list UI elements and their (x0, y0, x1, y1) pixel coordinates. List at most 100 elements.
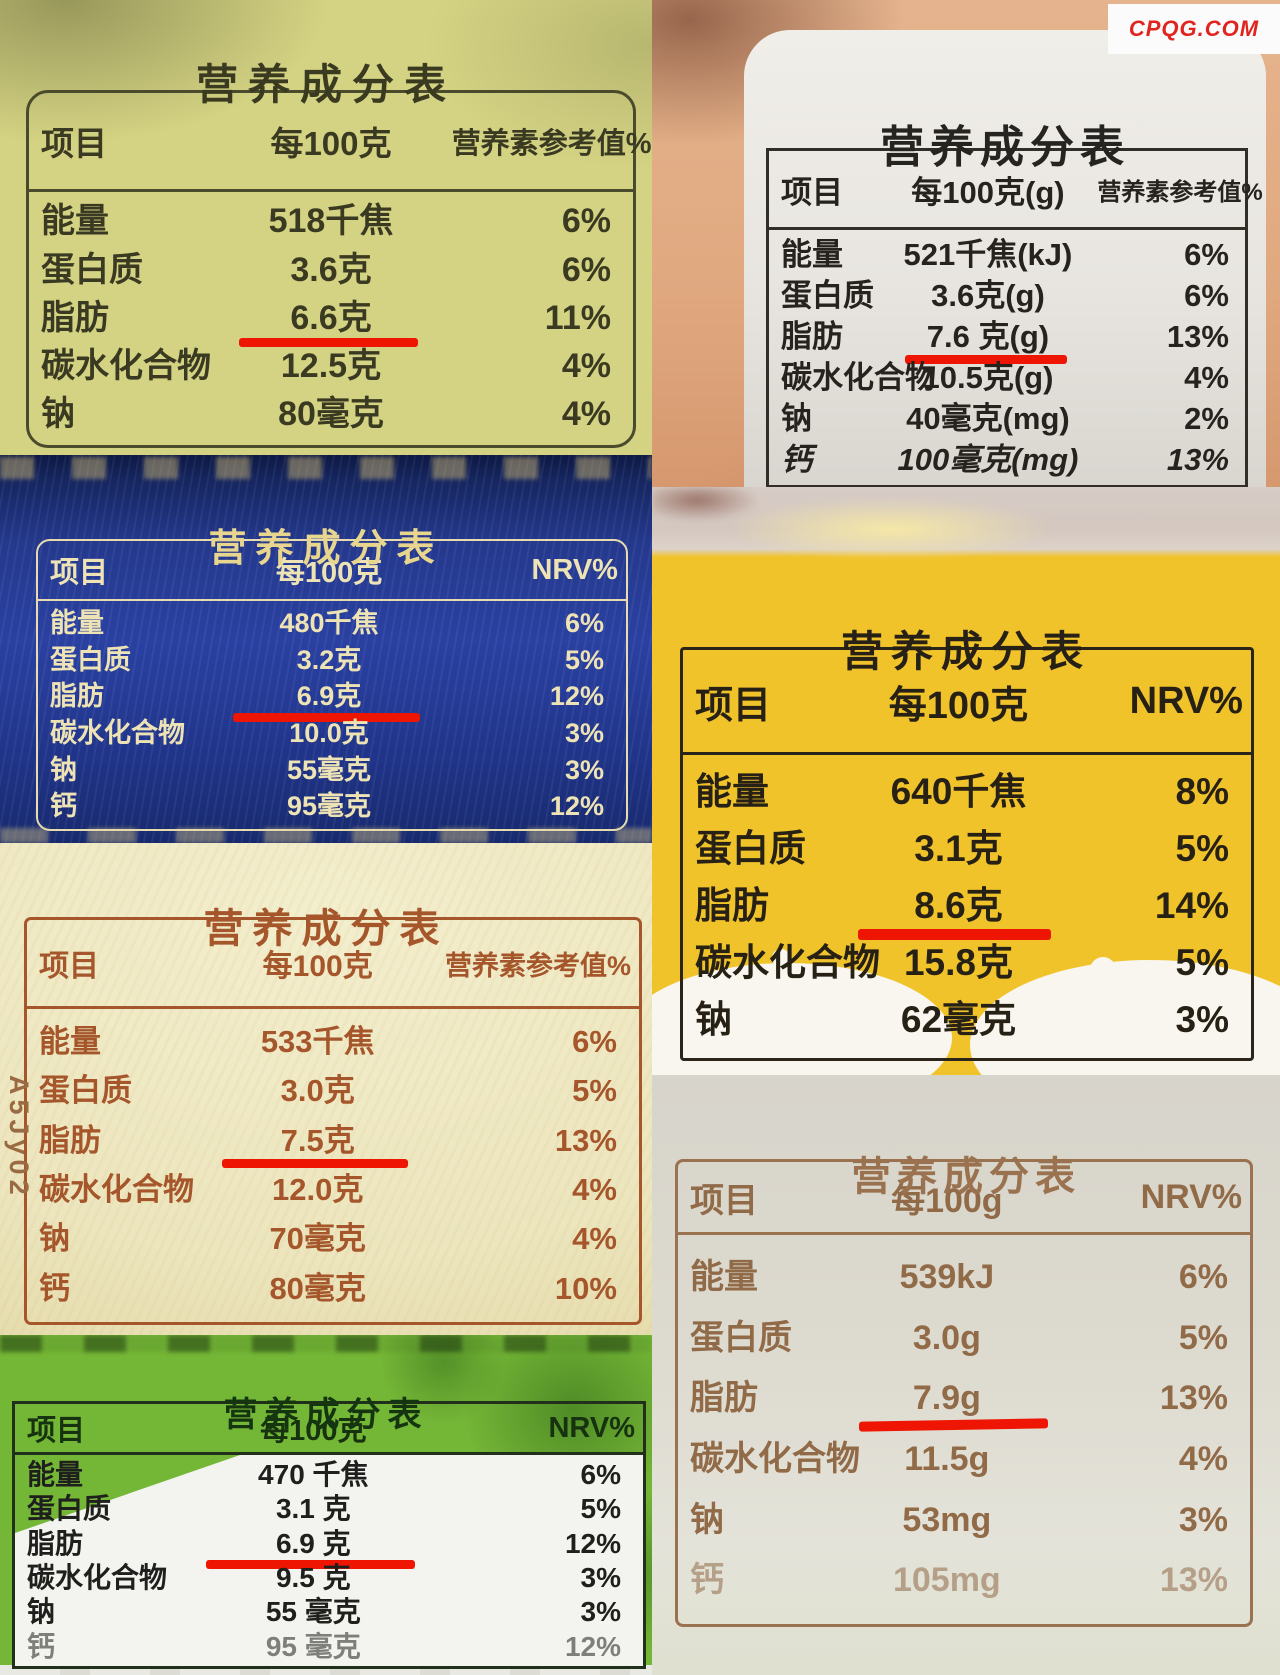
nutrient-amount: 7.6 克(g) (878, 320, 1097, 365)
nutrient-amount: 480千焦 (279, 608, 379, 639)
nutrient-row: 蛋白质 3.1克 5% (683, 828, 1251, 870)
nutrition-table: 项目 每100克 营养素参考值% 能量 533千焦 6% 蛋白质 3.0克 5% 脂肪 7.5克 1… (24, 917, 642, 1325)
nutrient-name: 能量 (690, 1257, 758, 1296)
nutrient-nrv: 5% (564, 644, 604, 675)
nutrient-nrv: 6% (572, 1023, 617, 1059)
nutrient-amount: 11.5g (904, 1439, 990, 1478)
nutrient-amount: 95毫克 (287, 791, 372, 822)
col-header-item: 项目 (27, 1415, 86, 1447)
nutrition-table: 项目 每100克(g) 营养素参考值% 能量 521千焦(kJ) 6% 蛋白质 3.6克(g… (766, 148, 1263, 487)
nutrition-table: 项目 每100克 NRV% 能量 480千焦 6% 蛋白质 3.2克 5% 脂肪 6.9克 12% 碳… (36, 539, 628, 831)
nutrient-amount: 15.8克 (903, 942, 1013, 984)
nutrient-name: 能量 (781, 236, 843, 272)
nutrient-row: 蛋白质 3.6克 6% (29, 252, 633, 289)
col-header-item: 项目 (781, 174, 843, 210)
nutrient-row: 钠 40毫克(mg) 2% (769, 402, 1245, 436)
nutrient-amount: 3.6克(g) (931, 277, 1045, 313)
nutrient-nrv: 4% (561, 394, 611, 433)
blurred-text-band (0, 828, 652, 843)
table-body: 能量 470 千焦 6% 蛋白质 3.1 克 5% 脂肪 6.9 克 12% 碳水化合物 9.5 克… (15, 1455, 643, 1666)
table-header-row: 项目 每100克 NRV% (38, 541, 626, 601)
nutrient-amount: 55毫克 (287, 754, 372, 785)
nutrient-name: 碳水化合物 (781, 359, 936, 395)
nutrient-row: 脂肪 7.5克 13% (27, 1124, 639, 1169)
nutrient-name: 碳水化合物 (50, 718, 185, 749)
nutrient-row: 钠 55 毫克 3% (15, 1597, 643, 1627)
nutrient-nrv: 12% (564, 1527, 621, 1559)
milk-splash-shape (1090, 957, 1116, 983)
nutrient-row: 蛋白质 3.0g 5% (678, 1318, 1250, 1357)
nutrient-amount: 533千焦 (260, 1023, 375, 1059)
col-header-amount: 每100克 (275, 557, 383, 589)
table-body: 能量 518千焦 6% 蛋白质 3.6克 6% 脂肪 6.6克 11% 碳水化合物 12.5克 4% 钠… (29, 192, 633, 445)
nutrient-amount: 6.9克 (203, 682, 456, 722)
nutrient-nrv: 6% (564, 608, 604, 639)
table-body: 能量 521千焦(kJ) 6% 蛋白质 3.6克(g) 6% 脂肪 7.6 克(g) 13% 碳水… (769, 230, 1245, 485)
blurred-text-band (0, 457, 652, 479)
nutrient-row: 碳水化合物 12.5克 4% (29, 346, 633, 385)
nutrient-nrv: 4% (572, 1171, 617, 1207)
nutrient-name: 蛋白质 (39, 1073, 132, 1109)
red-underline-mark (858, 928, 1052, 940)
nutrient-row: 脂肪 7.9g 13% (678, 1381, 1250, 1432)
nutrient-row: 能量 470 千焦 6% (15, 1458, 643, 1490)
red-underline-mark (222, 1159, 409, 1169)
nutrient-name: 钙 (781, 441, 812, 477)
nutrition-label-blue: 营养成分表 项目 每100克 NRV% 能量 480千焦 6% 蛋白质 3.2克 5% 脂肪 6.… (0, 455, 652, 843)
nutrient-name: 脂肪 (27, 1527, 84, 1559)
nutrient-amount: 10.5克(g) (922, 359, 1054, 395)
col-header-item: 项目 (39, 950, 99, 983)
print-code: A5Jy02 (4, 1075, 34, 1200)
nutrient-row: 钙 80毫克 10% (27, 1270, 639, 1306)
nutrient-name: 碳水化合物 (690, 1439, 860, 1478)
col-header-amount: 每100g (891, 1181, 1003, 1220)
label-title: 营养成分表 (208, 527, 444, 570)
nutrient-nrv: 14% (1154, 885, 1229, 927)
nutrient-name: 碳水化合物 (695, 942, 880, 984)
nutrient-name: 钙 (39, 1270, 70, 1306)
nutrient-name: 能量 (27, 1458, 84, 1490)
nutrient-name: 钠 (695, 999, 732, 1040)
nutrient-name: 钙 (50, 791, 77, 822)
nutrient-row: 能量 640千焦 8% (683, 772, 1251, 812)
nutrient-nrv: 12% (549, 681, 604, 712)
nutrition-label-beige: 营养成分表 项目 每100g NRV% 能量 539kJ 6% 蛋白质 3.0g 5% 脂肪 7.… (652, 1075, 1280, 1675)
blurred-text-band (0, 1335, 652, 1352)
label-title: 营养成分表 (851, 1155, 1081, 1200)
nutrient-row: 能量 521千焦(kJ) 6% (769, 236, 1245, 272)
table-header-row: 项目 每100克 NRV% (683, 650, 1251, 755)
col-header-nrv: 营养素参考值% (444, 950, 631, 981)
nutrient-nrv: 6% (1184, 236, 1229, 272)
nutrition-label-cream: 营养成分表 A5Jy02 项目 每100克 营养素参考值% 能量 533千焦 6% 蛋白质… (0, 843, 652, 1335)
nutrient-row: 碳水化合物 15.8克 5% (683, 942, 1251, 984)
nutrient-nrv: 5% (580, 1493, 621, 1525)
yogurt-cup-label: 营养成分表 项目 每100克(g) 营养素参考值% 能量 521千焦(kJ) 6% 蛋白质… (744, 30, 1266, 487)
nutrient-nrv: 5% (1175, 942, 1229, 984)
nutrient-nrv: 6% (1184, 277, 1229, 313)
nutrient-row: 脂肪 6.6克 11% (29, 300, 633, 348)
table-header-row: 项目 每100克 营养素参考值% (29, 93, 652, 192)
nutrient-row: 钙 95毫克 12% (38, 791, 626, 822)
nutrient-nrv: 3% (564, 754, 604, 785)
nutrient-nrv: 12% (564, 1630, 621, 1662)
nutrient-nrv: 5% (1178, 1318, 1228, 1357)
nutrient-name: 脂肪 (695, 885, 769, 927)
nutrient-nrv: 4% (561, 346, 611, 385)
nutrient-row: 能量 533千焦 6% (27, 1023, 639, 1059)
left-column: 营养成分表 项目 每100克 营养素参考值% 能量 518千焦 6% 蛋白质 3.6克 6% 脂… (0, 0, 652, 1675)
table-body: 能量 640千焦 8% 蛋白质 3.1克 5% 脂肪 8.6克 14% 碳水化合物 15.8克 5% 钠… (683, 755, 1251, 1058)
nutrient-nrv: 3% (1178, 1500, 1228, 1539)
nutrient-nrv: 3% (1175, 999, 1229, 1040)
nutrient-name: 脂肪 (50, 681, 104, 712)
nutrition-table: 项目 每100克 营养素参考值% 能量 518千焦 6% 蛋白质 3.6克 6% 脂肪 6.6克 1… (26, 90, 652, 448)
nutrient-nrv: 13% (1166, 441, 1229, 477)
nutrient-row: 脂肪 7.6 克(g) 13% (769, 320, 1245, 365)
right-column: CPQG.COM 营养成分表 项目 每100克(g) 营养素参考值% 能量 521千焦… (652, 0, 1280, 1675)
nutrient-nrv: 4% (1184, 359, 1229, 395)
nutrient-amount: 7.5克 (192, 1124, 443, 1169)
nutrient-amount: 3.1克 (914, 828, 1003, 870)
nutrient-amount: 12.0克 (272, 1171, 364, 1207)
nutrient-amount: 53mg (902, 1500, 992, 1539)
nutrient-nrv: 6% (1178, 1257, 1228, 1296)
nutrient-amount: 62毫克 (900, 999, 1017, 1040)
